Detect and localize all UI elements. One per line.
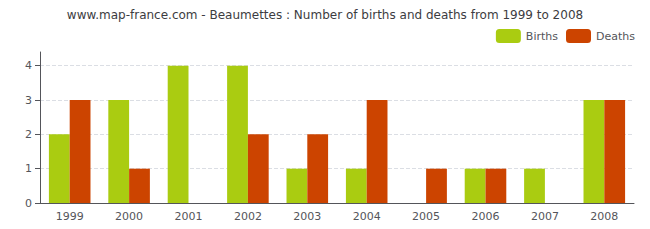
svg-text:2: 2 <box>25 128 32 141</box>
svg-text:2002: 2002 <box>234 210 262 223</box>
svg-text:0: 0 <box>25 197 32 210</box>
svg-text:2004: 2004 <box>353 210 381 223</box>
svg-text:2003: 2003 <box>293 210 321 223</box>
svg-text:Deaths: Deaths <box>596 30 635 43</box>
svg-text:2008: 2008 <box>590 210 618 223</box>
svg-text:2006: 2006 <box>472 210 500 223</box>
svg-text:2007: 2007 <box>531 210 559 223</box>
svg-text:4: 4 <box>25 59 32 72</box>
svg-text:1999: 1999 <box>56 210 84 223</box>
svg-text:Births: Births <box>526 30 558 43</box>
svg-text:1: 1 <box>25 162 32 175</box>
svg-text:3: 3 <box>25 94 32 107</box>
svg-text:www.map-france.com - Beaumette: www.map-france.com - Beaumettes : Number… <box>67 8 583 22</box>
svg-text:2005: 2005 <box>412 210 440 223</box>
svg-text:2001: 2001 <box>175 210 203 223</box>
svg-text:2000: 2000 <box>115 210 143 223</box>
